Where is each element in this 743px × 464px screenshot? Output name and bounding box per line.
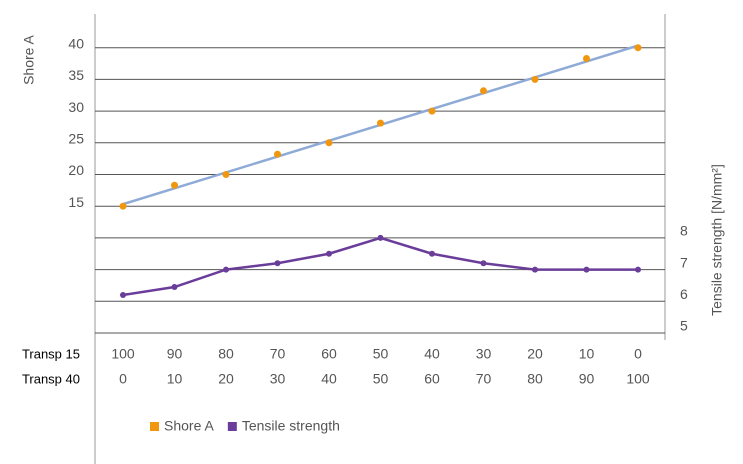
x-tick-label: 100 [111, 346, 135, 362]
data-point [120, 291, 126, 298]
data-point [223, 266, 229, 273]
x-tick-label: 30 [476, 346, 492, 362]
data-point [480, 260, 487, 267]
y-tick-label: 25 [68, 131, 84, 147]
x-tick-label: 60 [321, 346, 337, 362]
data-point [583, 54, 590, 62]
y2-tick-label: 6 [680, 286, 688, 302]
legend-label: Shore A [164, 418, 214, 434]
data-point [428, 107, 436, 115]
y-tick-label: 30 [68, 99, 84, 115]
x-tick-label: 40 [424, 346, 440, 362]
data-point [171, 284, 178, 291]
x-tick-label: 0 [119, 371, 127, 387]
data-point [583, 266, 590, 273]
y-axis-title: Shore A [21, 34, 37, 84]
x-tick-label: 60 [424, 371, 440, 387]
x-tick-label: 10 [167, 371, 183, 387]
y2-tick-label: 7 [680, 254, 688, 270]
data-point [377, 234, 384, 241]
y2-tick-label: 5 [680, 318, 688, 334]
x-tick-label: 90 [579, 371, 595, 387]
data-point [634, 44, 642, 52]
x-tick-label: 10 [579, 346, 595, 362]
data-point [274, 150, 281, 158]
x-tick-label: 40 [321, 371, 337, 387]
data-point [222, 171, 230, 178]
x-tick-label: 80 [218, 346, 234, 362]
x-row-label: Transp 15 [22, 346, 80, 361]
data-point [531, 75, 539, 83]
legend-swatch [227, 422, 237, 431]
x-tick-label: 30 [270, 371, 286, 387]
x-tick-label: 90 [167, 346, 183, 362]
data-point [326, 250, 332, 257]
data-point [377, 119, 384, 127]
y2-axis-title: Tensile strength [N/mm²] [709, 164, 725, 316]
y-tick-label: 20 [68, 162, 84, 178]
data-point [325, 139, 333, 147]
data-point [429, 250, 435, 257]
x-row-label: Transp 40 [22, 371, 80, 386]
legend-label: Tensile strength [242, 418, 340, 434]
x-tick-label: 0 [634, 346, 642, 362]
y-tick-label: 40 [68, 35, 84, 51]
y-tick-label: 15 [68, 194, 84, 210]
data-point [635, 266, 641, 273]
x-tick-label: 20 [218, 371, 234, 387]
data-point [119, 202, 127, 210]
x-tick-label: 70 [270, 346, 286, 362]
data-point [274, 260, 281, 267]
x-tick-label: 20 [527, 346, 543, 362]
data-point [171, 181, 178, 189]
x-tick-label: 50 [373, 371, 389, 387]
series-line [122, 236, 638, 297]
data-point [480, 87, 487, 95]
legend-swatch [150, 422, 159, 431]
x-tick-label: 80 [527, 371, 543, 387]
x-tick-label: 50 [373, 346, 389, 362]
y2-tick-label: 8 [680, 223, 688, 239]
x-tick-label: 70 [476, 371, 492, 387]
x-tick-label: 100 [626, 371, 650, 387]
data-point [532, 266, 538, 273]
y-tick-label: 35 [68, 67, 84, 83]
